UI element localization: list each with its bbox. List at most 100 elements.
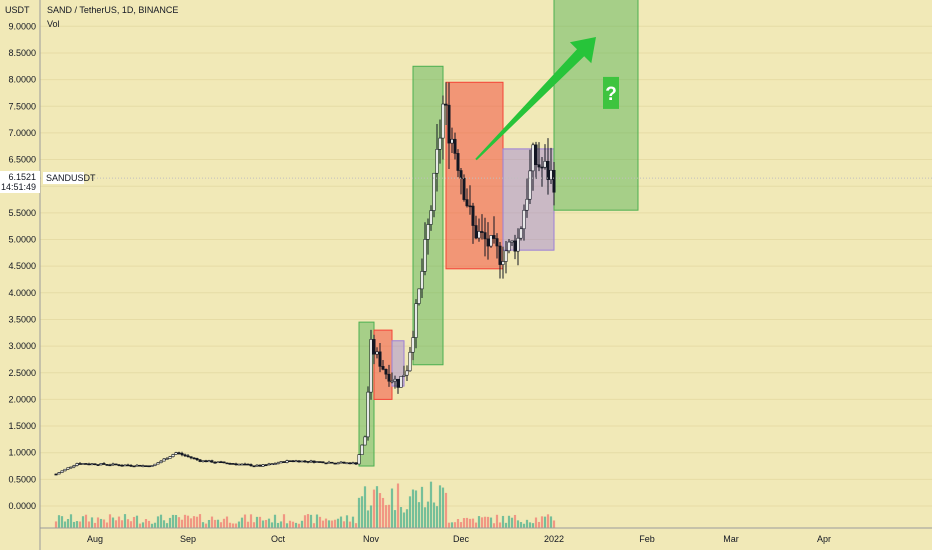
y-tick-label: 8.0000 [8, 75, 36, 85]
volume-bar [510, 517, 514, 528]
y-tick-label: 1.5000 [8, 421, 36, 431]
volume-bar [228, 522, 232, 528]
volume-bar [264, 519, 268, 528]
y-tick-label: 9.0000 [8, 21, 36, 31]
volume-bar [270, 522, 274, 528]
volume-bar [165, 523, 169, 528]
y-tick-label: 4.5000 [8, 261, 36, 271]
candle-body [135, 464, 139, 467]
candle-body [354, 462, 358, 465]
candle-body [255, 464, 259, 467]
candle-body [177, 452, 181, 454]
candle-body [93, 463, 97, 466]
candle-body [117, 464, 121, 466]
candle-body [108, 464, 112, 467]
volume-bar [174, 514, 178, 528]
volume-bar [351, 516, 355, 528]
candle-body [489, 235, 493, 247]
volume-bar [102, 519, 106, 528]
volume-bar [549, 516, 553, 528]
volume-bar [93, 522, 97, 528]
candle-body [156, 462, 160, 465]
candle-body [516, 237, 520, 252]
candle-body [438, 137, 442, 150]
volume-bar [216, 519, 220, 528]
candle-body [273, 463, 277, 465]
candle-body [195, 458, 199, 460]
volume-bar [237, 521, 241, 528]
volume-bar [306, 514, 310, 528]
candle-body [507, 241, 511, 252]
candle-body [252, 465, 256, 468]
candle-body [351, 462, 355, 465]
volume-bar [213, 519, 217, 528]
candle-body [348, 462, 352, 465]
x-tick-label: Feb [639, 534, 655, 544]
volume-bar [276, 522, 280, 528]
volume-bar [69, 514, 73, 528]
candle-body [282, 461, 286, 463]
candle-body [384, 369, 388, 375]
volume-bar [498, 522, 502, 528]
volume-bar [471, 518, 475, 528]
candle-body [120, 465, 124, 467]
y-tick-label: 4.0000 [8, 288, 36, 298]
y-tick-label: 5.5000 [8, 208, 36, 218]
volume-bar [60, 516, 64, 528]
volume-bar [453, 522, 457, 528]
candle-body [477, 231, 481, 239]
volume-bar [156, 516, 160, 528]
volume-bar [282, 514, 286, 528]
candle-body [333, 462, 337, 465]
candle-body [216, 461, 220, 464]
y-tick-label: 6.5000 [8, 155, 36, 165]
candle-body [165, 458, 169, 460]
volume-bar [303, 515, 307, 528]
candle-body [69, 466, 73, 469]
candle-body [441, 103, 445, 139]
candle-body [426, 224, 430, 240]
volume-bar [225, 516, 229, 528]
candle-body [423, 239, 427, 272]
volume-bar [192, 516, 196, 528]
volume-bar [381, 497, 385, 528]
candle-body [405, 370, 409, 376]
volume-bar [261, 520, 265, 528]
candle-body [387, 373, 391, 382]
candle-body [153, 463, 157, 466]
candle-body [318, 461, 322, 463]
volume-bar [177, 517, 181, 528]
candle-body [540, 166, 544, 169]
candle-body [399, 376, 403, 388]
candle-body [207, 460, 211, 463]
candle-body [228, 463, 232, 465]
question-marker [603, 76, 619, 109]
volume-bar [207, 519, 211, 528]
volume-bar [72, 521, 76, 528]
candle-body [249, 464, 253, 467]
candle-body [126, 464, 130, 467]
candle-body [531, 144, 535, 172]
candle-body [498, 245, 502, 265]
volume-bar [249, 514, 253, 528]
volume-bar [321, 520, 325, 528]
volume-bar [423, 507, 427, 528]
volume-bar [384, 505, 388, 528]
volume-bar [540, 516, 544, 528]
volume-bar [354, 523, 358, 528]
candle-body [102, 463, 106, 465]
volume-bar [117, 516, 121, 528]
volume-bar [525, 519, 529, 528]
volume-bar [537, 521, 541, 528]
volume-bar [411, 489, 415, 528]
volume-bar [297, 523, 301, 528]
candle-body [231, 463, 235, 465]
volume-bar [186, 515, 190, 528]
volume-bar [486, 516, 490, 528]
volume-bar [366, 510, 370, 528]
volume-bar [240, 517, 244, 528]
candle-body [300, 460, 304, 463]
volume-bar [375, 486, 379, 528]
volume-bar [444, 492, 448, 528]
